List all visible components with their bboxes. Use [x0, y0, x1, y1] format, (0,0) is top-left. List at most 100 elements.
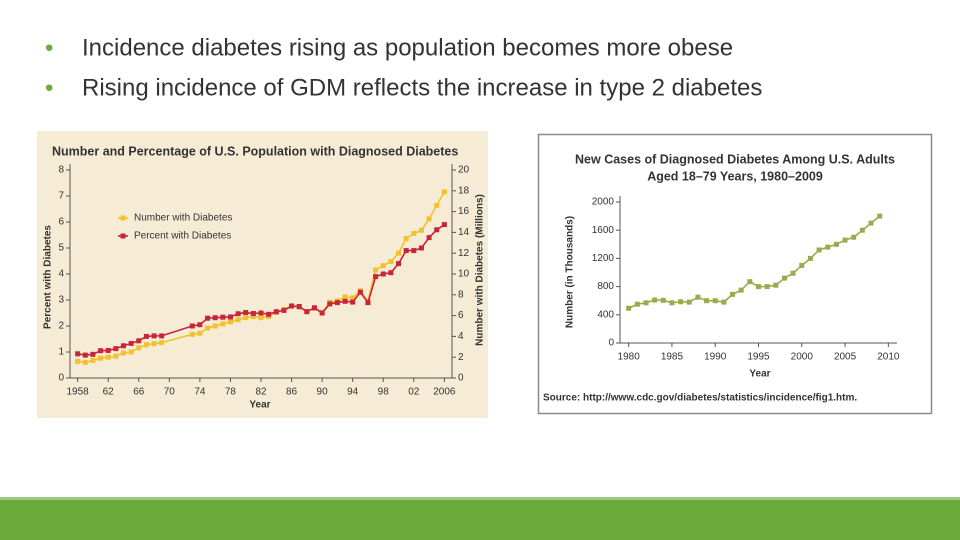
data-point — [396, 261, 402, 267]
data-point — [426, 235, 432, 241]
data-point — [704, 298, 710, 304]
y-tick-label: 8 — [58, 165, 64, 176]
y-tick-label: 4 — [58, 269, 64, 280]
data-point — [136, 345, 142, 351]
data-point — [868, 220, 874, 226]
data-point — [220, 314, 226, 320]
data-point — [227, 314, 233, 320]
x-axis-label: Year — [749, 369, 770, 380]
data-point — [212, 323, 218, 329]
data-point — [136, 338, 142, 344]
data-point — [418, 245, 424, 251]
data-point — [128, 340, 134, 346]
legend-marker — [120, 215, 126, 221]
data-point — [365, 300, 371, 306]
data-point — [825, 244, 831, 250]
series-line — [77, 223, 445, 356]
y2-tick-label: 0 — [458, 373, 464, 384]
data-point — [652, 297, 658, 303]
y2-tick-label: 2 — [458, 352, 464, 363]
source-note: Source: http://www.cdc.gov/diabetes/stat… — [543, 393, 857, 404]
data-point — [151, 341, 157, 347]
legend-label: Number with Diabetes — [134, 213, 232, 224]
data-point — [350, 299, 356, 305]
chart-panel — [537, 133, 933, 415]
data-point — [380, 271, 386, 277]
data-point — [258, 310, 264, 316]
data-point — [113, 353, 119, 359]
y2-axis-label: Number with Diabetes (Millions) — [475, 194, 486, 346]
y-tick-label: 5 — [58, 243, 64, 254]
x-tick-label: 62 — [103, 387, 115, 398]
y2-tick-label: 18 — [458, 185, 470, 196]
data-point — [243, 315, 249, 321]
data-point — [842, 237, 848, 243]
data-point — [669, 300, 675, 306]
footer-band — [0, 500, 960, 540]
data-point — [235, 311, 241, 317]
x-tick-label: 02 — [408, 387, 420, 398]
data-point — [304, 309, 310, 315]
y2-tick-label: 6 — [458, 310, 464, 321]
data-point — [434, 227, 440, 233]
x-tick-label: 86 — [286, 387, 298, 398]
x-tick-label: 74 — [194, 387, 206, 398]
y-tick-label: 1600 — [592, 225, 615, 236]
y-tick-label: 400 — [597, 309, 614, 320]
data-point — [227, 319, 233, 325]
data-point — [189, 331, 195, 337]
data-point — [159, 333, 165, 339]
y2-tick-label: 8 — [458, 289, 464, 300]
data-point — [128, 349, 134, 355]
data-point — [434, 202, 440, 208]
data-point — [151, 333, 157, 339]
data-point — [695, 294, 701, 300]
data-point — [266, 311, 272, 317]
chart-title: New Cases of Diagnosed Diabetes Among U.… — [575, 152, 895, 166]
x-tick-label: 78 — [225, 387, 237, 398]
data-point — [807, 255, 813, 261]
data-point — [258, 315, 264, 321]
data-point — [105, 347, 111, 353]
data-point — [660, 297, 666, 303]
bullet-dot: • — [45, 74, 53, 101]
x-tick-label: 1980 — [618, 352, 641, 363]
data-point — [120, 343, 126, 349]
data-point — [373, 274, 379, 280]
data-point — [686, 299, 692, 305]
data-point — [289, 303, 295, 309]
charts: Number and Percentage of U.S. Population… — [43, 144, 900, 410]
data-point — [159, 340, 165, 346]
data-point — [75, 358, 81, 364]
data-point — [235, 317, 241, 323]
legend-label: Percent with Diabetes — [134, 231, 231, 242]
data-point — [296, 304, 302, 309]
x-tick-label: 1995 — [747, 352, 770, 363]
y-axis-label: Number (in Thousands) — [565, 216, 576, 328]
x-tick-label: 1958 — [67, 387, 90, 398]
data-point — [403, 248, 409, 254]
footer-line — [0, 497, 960, 500]
y2-tick-label: 20 — [458, 165, 470, 176]
chart-title: Number and Percentage of U.S. Population… — [52, 144, 458, 158]
data-point — [426, 216, 432, 222]
y-tick-label: 2000 — [592, 197, 615, 208]
data-point — [113, 346, 119, 352]
bullet-dot: • — [45, 34, 53, 61]
chart-subtitle: Aged 18–79 Years, 1980–2009 — [647, 169, 823, 183]
y2-tick-label: 12 — [458, 248, 470, 259]
data-point — [441, 189, 447, 195]
x-tick-label: 2005 — [834, 352, 857, 363]
x-tick-label: 94 — [347, 387, 359, 398]
y-tick-label: 2 — [58, 321, 64, 332]
y2-tick-label: 14 — [458, 227, 470, 238]
data-point — [189, 323, 195, 329]
data-point — [334, 300, 340, 306]
y-tick-label: 0 — [608, 338, 614, 349]
data-point — [350, 295, 356, 301]
data-point — [418, 227, 424, 233]
data-point — [243, 309, 249, 315]
x-tick-label: 1990 — [704, 352, 727, 363]
data-point — [82, 352, 88, 358]
y-tick-label: 1 — [58, 347, 64, 358]
